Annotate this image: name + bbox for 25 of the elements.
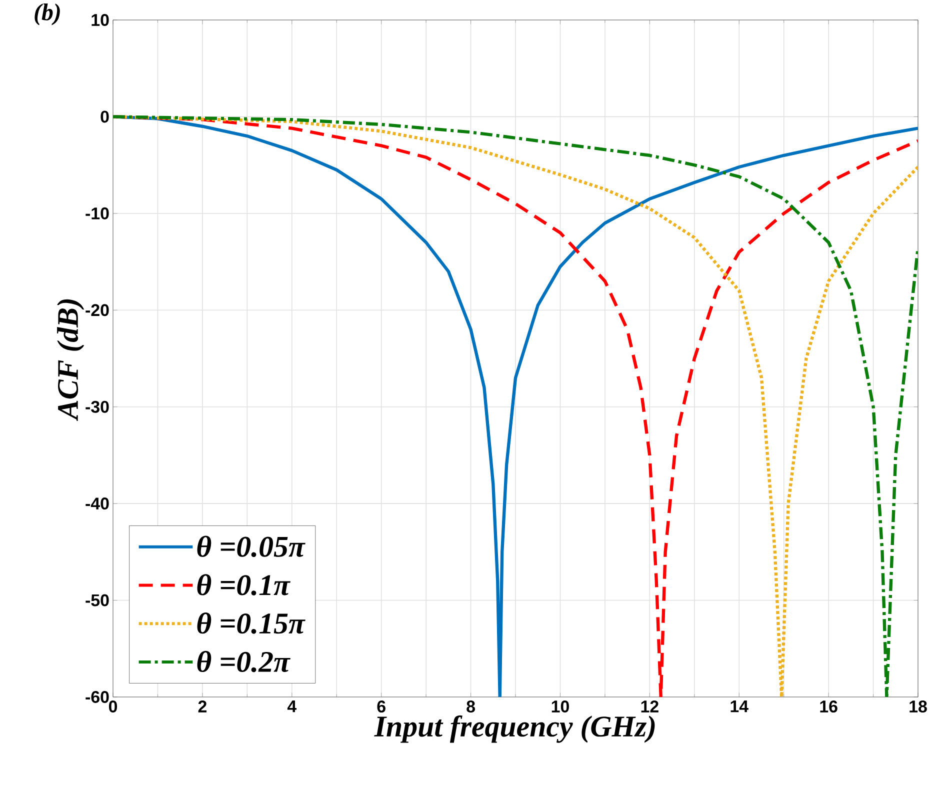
x-tick-label: 0 [108,700,118,713]
x-tick-label: 10 [552,700,569,713]
x-tick-label: 18 [910,700,927,713]
x-tick-label: 8 [466,700,475,713]
y-tick-label: -30 [86,400,109,413]
x-tick-label: 14 [730,700,748,712]
y-tick-label: -20 [86,304,109,316]
y-tick-label: -10 [86,207,109,220]
legend-label: θ =0.2π [197,650,290,672]
y-tick-label: -50 [86,594,109,606]
x-tick-label: 6 [377,700,386,713]
x-tick-label: 2 [198,700,206,712]
y-tick-label: 10 [92,14,109,26]
text: (b) [34,4,60,26]
y-tick-label: 0 [100,110,109,123]
x-axis-title: Input frequency (GHz) [374,715,655,743]
y-axis-title: ACF (dB) [57,299,84,422]
y-tick-label: -40 [86,498,109,510]
y-tick-label: -60 [86,690,109,703]
legend-label: θ =0.05π [197,536,306,558]
x-tick-label: 4 [287,700,297,712]
x-tick-label: 12 [641,700,658,712]
legend-label: θ =0.1π [197,574,290,596]
legend-label: θ =0.15π [197,612,306,634]
x-tick-label: 16 [820,700,838,713]
